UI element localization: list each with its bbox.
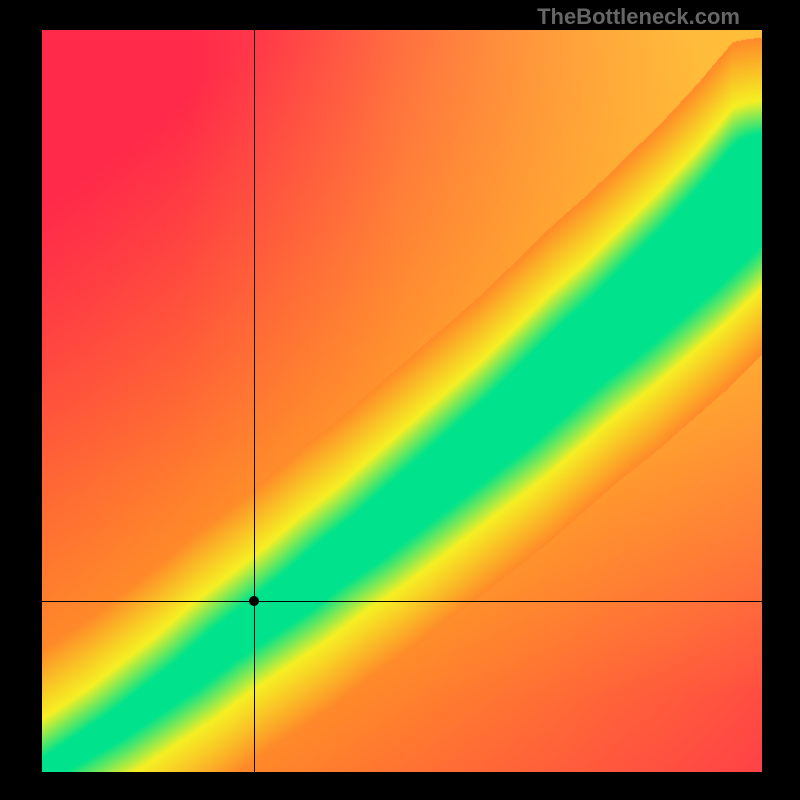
chart-container: TheBottleneck.com <box>0 0 800 800</box>
crosshair-vertical <box>254 30 255 772</box>
crosshair-horizontal <box>42 601 762 602</box>
watermark-text: TheBottleneck.com <box>537 4 740 30</box>
heatmap-plot <box>42 30 762 772</box>
marker-dot <box>249 596 259 606</box>
heatmap-canvas <box>42 30 762 772</box>
